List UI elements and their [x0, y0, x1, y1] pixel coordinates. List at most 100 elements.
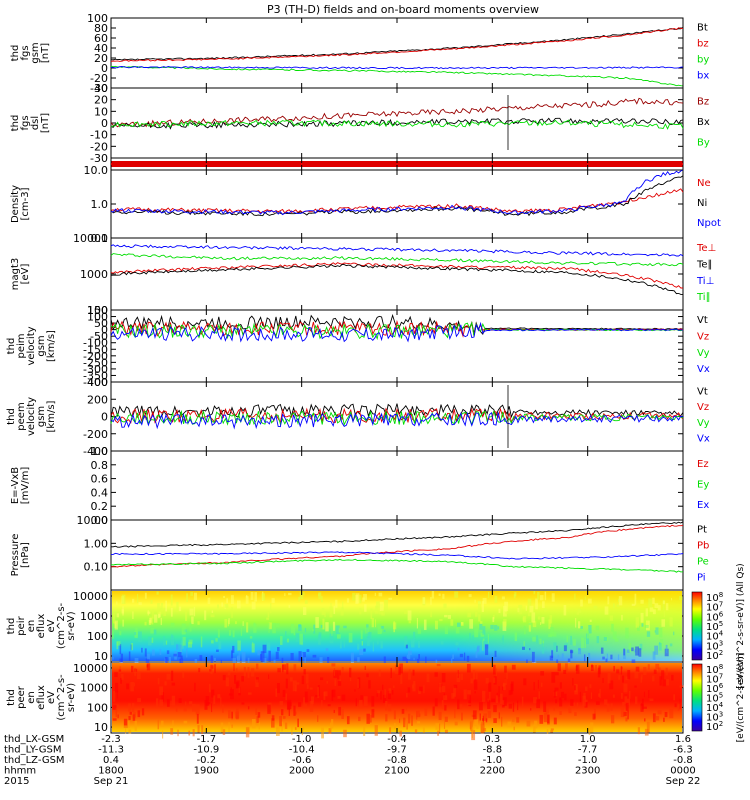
spectrogram-cell [153, 629, 157, 635]
spectrogram-cell [669, 708, 674, 719]
x-axis-value: 0.3 [484, 734, 500, 745]
spectrogram-cell [166, 673, 171, 680]
spectrogram-cell [141, 708, 145, 716]
spectrogram-cell [354, 689, 356, 692]
spectrogram-cell [454, 591, 459, 598]
spectrogram-cell [588, 625, 592, 634]
spectrogram-cell [217, 694, 221, 699]
series-line-Te⊥ [110, 262, 683, 289]
spectrogram-cell [593, 605, 598, 609]
spectrogram-cell [621, 614, 623, 621]
y-axis-label: fgs [20, 45, 31, 60]
y-tick-label: 0 [101, 411, 108, 424]
spectrogram-cell [230, 650, 234, 659]
spectrogram-cell [128, 715, 131, 721]
spectrogram-cell [245, 596, 249, 604]
spectrogram-cell [441, 673, 446, 683]
spectrogram-cell [352, 592, 356, 601]
spectrogram-cell [514, 632, 518, 642]
spectrogram-cell [309, 701, 314, 712]
spectrogram-cell [542, 601, 545, 609]
spectrogram-cell [640, 702, 643, 706]
spectrogram-cell [553, 690, 556, 698]
spectrogram-cell [517, 700, 519, 711]
spectrogram-cell [231, 724, 233, 728]
spectrogram-cell [576, 702, 579, 709]
spectrogram-cell [566, 635, 569, 643]
spectrogram-cell [337, 670, 341, 680]
spectrogram-cell [275, 688, 278, 697]
spectrogram-cell [530, 708, 532, 711]
spectrogram-cell [361, 641, 364, 646]
legend-label: Pi [697, 572, 706, 583]
spectrogram-cell [116, 690, 118, 699]
spectrogram-cell [505, 611, 508, 615]
spectrogram-cell [371, 617, 375, 628]
spectrogram-cell [418, 654, 420, 659]
spectrogram-cell [404, 636, 408, 647]
y-tick-label: 0.10 [84, 561, 109, 574]
legend-label: Vt [697, 315, 708, 326]
spectrogram-cell [158, 613, 160, 619]
spectrogram-cell [644, 728, 649, 736]
spectrogram-cell [547, 714, 550, 724]
spectrogram-cell [634, 671, 639, 679]
spectrogram-cell [523, 641, 525, 647]
spectrogram-cell [645, 621, 648, 627]
x-axis-row-label: thd_LX-GSM [4, 734, 64, 745]
spectrogram-cell [132, 611, 134, 620]
spectrogram-cell [508, 690, 512, 696]
spectrogram-cell [489, 692, 491, 701]
spectrogram-cell [374, 592, 376, 597]
legend-label: Ni [697, 198, 707, 209]
colorbar-label: [eV/(cm^2-s-sr-eV)] [736, 653, 746, 743]
spectrogram-cell [146, 663, 151, 671]
legend-label: by [697, 55, 709, 66]
spectrogram-cell [399, 718, 401, 723]
y-tick-label: 0.4 [91, 486, 109, 499]
spectrogram-cell [171, 695, 176, 706]
panel-density: 10.0 1.0 0.1 Density [cm-3] Ne Ni Npot [10, 164, 721, 245]
spectrogram-cell [165, 600, 167, 612]
spectrogram-cell [431, 591, 435, 599]
spectrogram-cell [585, 699, 588, 702]
spectrogram-cell [166, 699, 170, 707]
x-axis-value: -10.9 [193, 745, 219, 756]
spectrogram-cell [253, 622, 256, 627]
y-axis-label: (cm^2-s- [56, 602, 67, 649]
spectrogram-cell [328, 728, 332, 734]
spectrogram-cell [506, 671, 508, 680]
spectrogram-cell [498, 608, 501, 613]
spectrogram-cell [436, 663, 441, 667]
x-axis-value: -0.6 [292, 755, 312, 766]
spectrogram-cell [349, 667, 352, 678]
spectrogram-cell [593, 708, 596, 719]
spectrogram-cell [146, 664, 149, 668]
spectrogram-cell [655, 716, 660, 721]
y-axis-label: eflux [36, 614, 47, 639]
spectrogram-cell [236, 680, 240, 688]
spectrogram-cell [155, 698, 159, 708]
spectrogram-cell [663, 717, 665, 722]
spectrogram-cell [366, 713, 370, 724]
spectrogram-cell [578, 648, 582, 655]
spectrogram-cell [647, 664, 650, 670]
spectrogram-cell [577, 621, 581, 629]
spectrogram-cell [159, 686, 164, 696]
spectrogram-cell [635, 646, 640, 656]
x-axis-value: -0.4 [387, 734, 407, 745]
spectrogram-cell [482, 638, 485, 641]
spectrogram-cell [416, 710, 420, 718]
spectrogram-cell [117, 714, 119, 719]
spectrogram-cell [260, 651, 265, 662]
spectrogram-cell [407, 650, 412, 655]
spectrogram-cell [323, 691, 328, 697]
x-axis-value: 2300 [575, 766, 600, 777]
spectrogram-cell [242, 621, 244, 626]
spectrogram-cell [271, 718, 275, 728]
spectrogram-cell [535, 598, 538, 610]
legend-label: Vx [697, 434, 710, 445]
spectrogram-cell [669, 643, 673, 647]
spectrogram-cell [128, 729, 132, 734]
spectrogram-cell [513, 594, 516, 599]
